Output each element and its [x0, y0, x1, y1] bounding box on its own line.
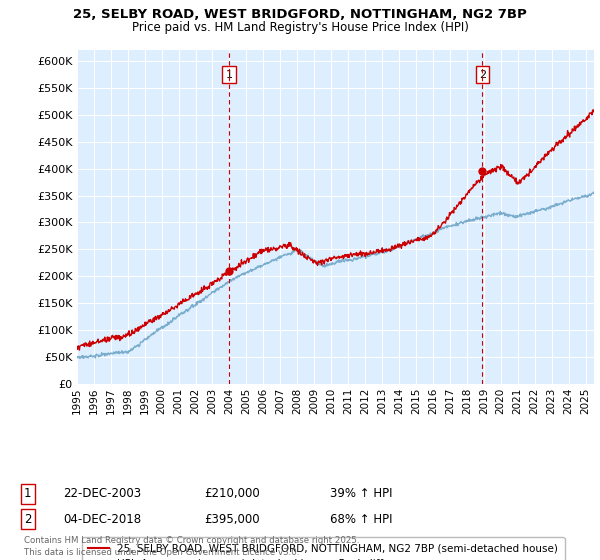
Text: 2: 2: [479, 69, 486, 80]
Legend: 25, SELBY ROAD, WEST BRIDGFORD, NOTTINGHAM, NG2 7BP (semi-detached house), HPI: : 25, SELBY ROAD, WEST BRIDGFORD, NOTTINGH…: [82, 537, 565, 560]
Text: Price paid vs. HM Land Registry's House Price Index (HPI): Price paid vs. HM Land Registry's House …: [131, 21, 469, 34]
Text: 1: 1: [226, 69, 232, 80]
Text: £210,000: £210,000: [204, 487, 260, 501]
Text: £395,000: £395,000: [204, 512, 260, 526]
Text: 25, SELBY ROAD, WEST BRIDGFORD, NOTTINGHAM, NG2 7BP: 25, SELBY ROAD, WEST BRIDGFORD, NOTTINGH…: [73, 8, 527, 21]
Text: 04-DEC-2018: 04-DEC-2018: [63, 512, 141, 526]
Text: 39% ↑ HPI: 39% ↑ HPI: [330, 487, 392, 501]
Text: 22-DEC-2003: 22-DEC-2003: [63, 487, 141, 501]
Text: 2: 2: [24, 512, 32, 526]
Text: 1: 1: [24, 487, 32, 501]
Text: 68% ↑ HPI: 68% ↑ HPI: [330, 512, 392, 526]
Text: Contains HM Land Registry data © Crown copyright and database right 2025.
This d: Contains HM Land Registry data © Crown c…: [24, 536, 359, 557]
